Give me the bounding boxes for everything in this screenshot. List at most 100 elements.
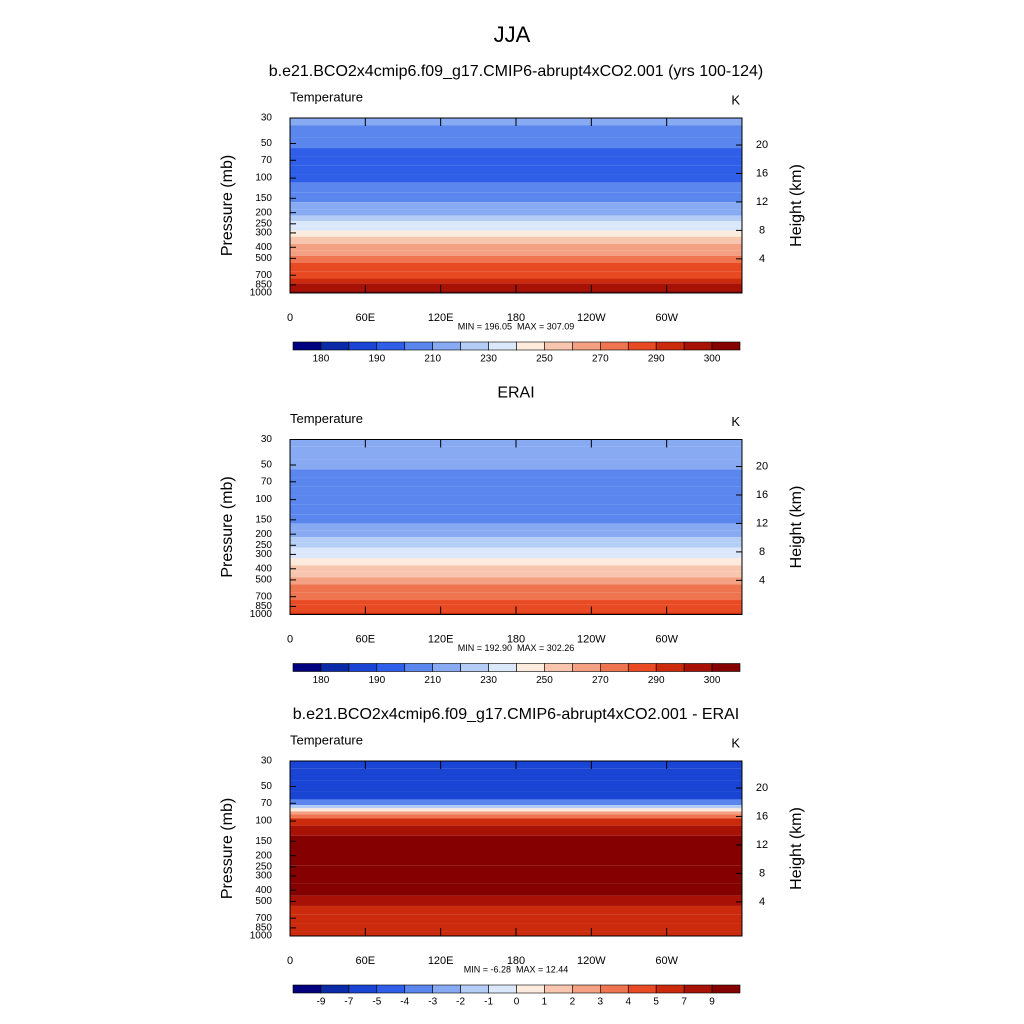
contour-band: [290, 552, 742, 559]
contour-band: [290, 883, 742, 896]
x-tick-label: 0: [287, 312, 293, 324]
y-tick-label: 30: [261, 434, 273, 445]
contour-band: [290, 174, 742, 183]
contour-band: [290, 495, 742, 505]
colorbar-box: [655, 341, 685, 351]
colorbar-box: [320, 663, 350, 672]
contour-band: [290, 215, 742, 222]
contour-band: [290, 202, 742, 210]
x-tick-label: 60W: [655, 633, 678, 645]
y2-axis-label: Height (km): [788, 807, 805, 890]
contour-band: [290, 530, 742, 538]
y-tick-label: 50: [261, 138, 273, 149]
y-tick-label: 400: [255, 885, 272, 896]
y-tick-label: 700: [255, 591, 272, 602]
y-tick-label: 300: [255, 228, 272, 239]
y2-tick-label: 4: [759, 896, 765, 908]
y-tick-label: 50: [261, 781, 273, 792]
contour-band: [290, 905, 742, 915]
y-tick-label: 70: [261, 476, 273, 487]
colorbar-box: [292, 663, 322, 672]
colorbar-box: [711, 341, 741, 351]
colorbar-box: [292, 341, 322, 351]
colorbar-box: [516, 984, 545, 994]
contour-band: [290, 542, 742, 548]
y2-tick-label: 8: [759, 224, 765, 236]
colorbar-box: [627, 341, 657, 351]
y-tick-label: 70: [261, 798, 273, 809]
contour-band: [290, 504, 742, 515]
contour-band: [290, 565, 742, 572]
y-tick-label: 70: [261, 155, 273, 166]
colorbar-label: 210: [424, 675, 441, 686]
contour-band: [290, 799, 742, 806]
x-tick-label: 120E: [428, 955, 454, 967]
y2-tick-label: 20: [756, 460, 768, 472]
colorbar-label: 7: [681, 997, 687, 1008]
colorbar-label: -2: [456, 997, 465, 1008]
y-tick-label: 100: [255, 816, 272, 827]
colorbar-box: [516, 663, 545, 672]
contour-band: [290, 523, 742, 531]
y-tick-label: 50: [261, 460, 273, 471]
contour-band: [290, 558, 742, 566]
contour-band: [290, 768, 742, 781]
x-tick-label: 120E: [428, 633, 454, 645]
y-tick-label: 100: [255, 494, 272, 505]
y2-tick-label: 16: [756, 489, 768, 501]
y-tick-label: 30: [261, 756, 273, 767]
colorbar-box: [683, 984, 713, 994]
y-axis-label: Pressure (mb): [219, 476, 236, 577]
colorbar-label: 2: [570, 997, 576, 1008]
contour-band: [290, 537, 742, 543]
y-tick-label: 850: [255, 601, 272, 612]
contour-band: [290, 865, 742, 884]
colorbar-box: [683, 341, 713, 351]
colorbar-label: 270: [592, 354, 609, 365]
contour-band: [290, 192, 742, 203]
colorbar-box: [600, 984, 629, 994]
colorbar-label: 300: [704, 675, 721, 686]
x-tick-label: 0: [287, 633, 293, 645]
contour-band: [290, 547, 742, 553]
colorbar-box: [404, 341, 433, 351]
units-label: K: [731, 414, 740, 429]
y2-axis-label: Height (km): [788, 164, 805, 247]
units-label: K: [731, 92, 740, 107]
colorbar-box: [348, 341, 378, 351]
contour-band: [290, 818, 742, 826]
contour-band: [290, 514, 742, 524]
contour-band: [290, 226, 742, 231]
colorbar-box: [488, 663, 517, 672]
y-tick-label: 150: [255, 514, 272, 525]
y2-tick-label: 4: [759, 253, 765, 265]
y-axis-label: Pressure (mb): [219, 155, 236, 256]
contour-band: [290, 221, 742, 227]
colorbar-box: [348, 984, 378, 994]
x-tick-label: 120E: [428, 312, 454, 324]
colorbar-box: [655, 984, 685, 994]
min-max-annotation: MIN = -6.28 MAX = 12.44: [464, 964, 569, 974]
colorbar-box: [655, 663, 685, 672]
colorbar-label: 270: [592, 675, 609, 686]
contour-band: [290, 255, 742, 263]
colorbar-label: 1: [542, 997, 548, 1008]
colorbar-label: -9: [316, 997, 325, 1008]
contour-band: [290, 125, 742, 138]
colorbar-box: [460, 663, 489, 672]
y-tick-label: 300: [255, 549, 272, 560]
y-tick-label: 30: [261, 113, 273, 124]
y-tick-label: 250: [255, 861, 272, 872]
colorbar-label: 210: [424, 354, 441, 365]
y2-tick-label: 12: [756, 517, 768, 529]
colorbar-box: [711, 663, 741, 672]
colorbar-box: [404, 663, 433, 672]
colorbar-box: [627, 663, 657, 672]
min-max-annotation: MIN = 192.90 MAX = 302.26: [458, 643, 575, 653]
contour-band: [290, 848, 742, 866]
y-tick-label: 500: [255, 575, 272, 586]
colorbar-box: [488, 984, 517, 994]
contour-band: [290, 446, 742, 460]
y2-tick-label: 4: [759, 574, 765, 586]
colorbar-label: 0: [514, 997, 520, 1008]
